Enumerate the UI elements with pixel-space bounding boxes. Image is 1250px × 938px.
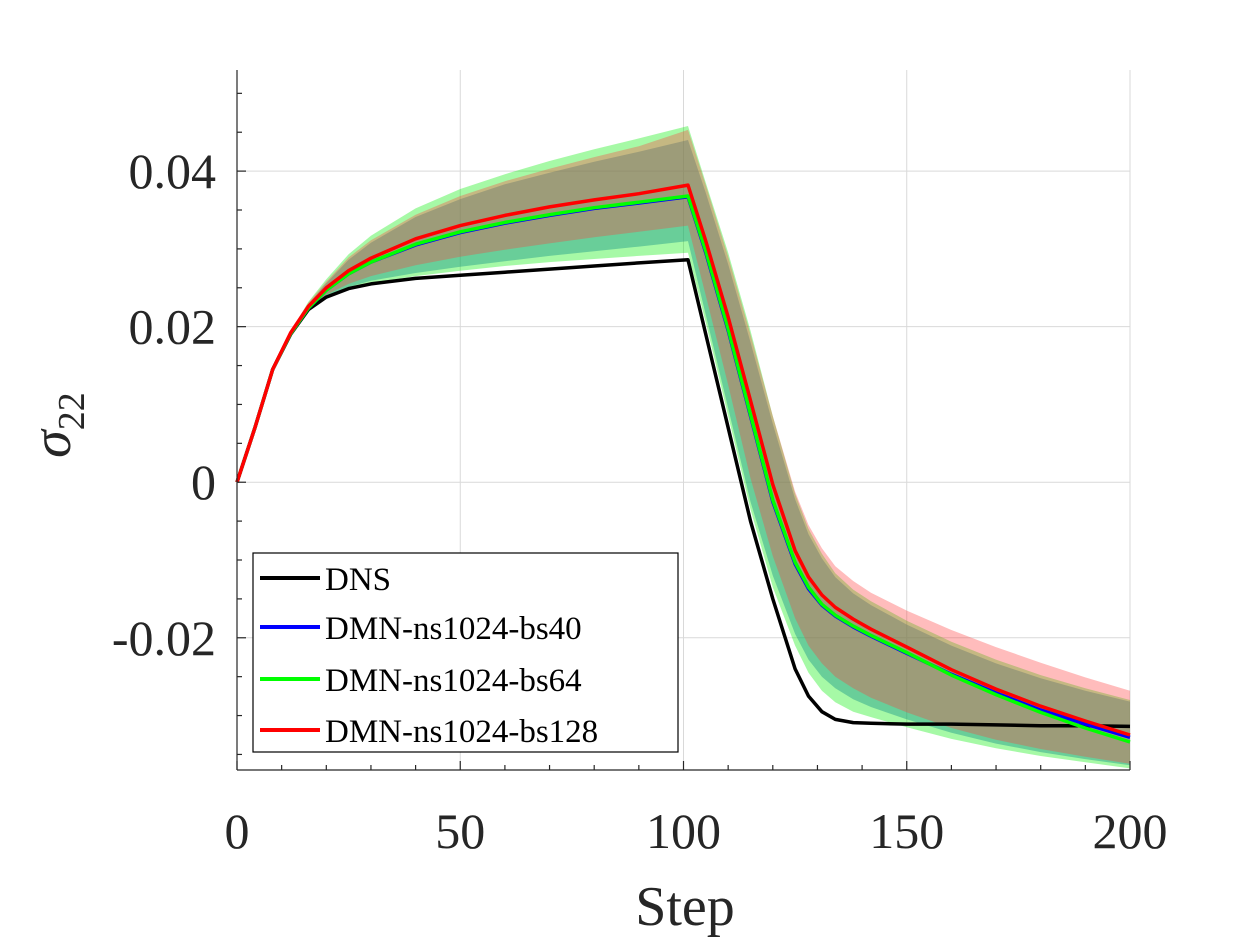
- series-lines: [235, 183, 1131, 744]
- y-tick-label: 0.04: [129, 143, 217, 199]
- x-tick-label: 150: [869, 803, 944, 859]
- band-0: [237, 126, 1130, 769]
- series-line-0: [235, 258, 1131, 729]
- axes: [236, 70, 1131, 771]
- y-tick-label: 0.02: [129, 299, 217, 355]
- y-axis-label: σ22: [21, 392, 93, 458]
- series-line-3: [235, 183, 1131, 737]
- x-axis-label: Step: [635, 876, 735, 938]
- legend-label-bs40: DMN-ns1024-bs40: [325, 611, 582, 647]
- band-1: [237, 140, 1130, 766]
- legend-label-dns: DNS: [325, 562, 391, 598]
- legend-label-bs128: DMN-ns1024-bs128: [325, 714, 598, 750]
- confidence-bands: [237, 126, 1130, 769]
- legend-box: [252, 552, 679, 753]
- legend: DNS DMN-ns1024-bs40 DMN-ns1024-bs64 DMN-…: [252, 552, 679, 753]
- x-tick-label: 200: [1093, 803, 1168, 859]
- y-axis-label-subscript: 22: [51, 392, 93, 430]
- y-tick-label: 0: [191, 454, 216, 510]
- y-axis-label-base: σ: [21, 428, 83, 458]
- legend-label-bs64: DMN-ns1024-bs64: [325, 663, 582, 699]
- tick-labels: 0 50 100 150 200 -0.02 0 0.02 0.04: [112, 143, 1168, 859]
- x-tick-label: 50: [435, 803, 485, 859]
- x-tick-label: 100: [646, 803, 721, 859]
- band-2: [237, 129, 1130, 764]
- y-tick-label: -0.02: [112, 610, 216, 666]
- x-tick-label: 0: [225, 803, 250, 859]
